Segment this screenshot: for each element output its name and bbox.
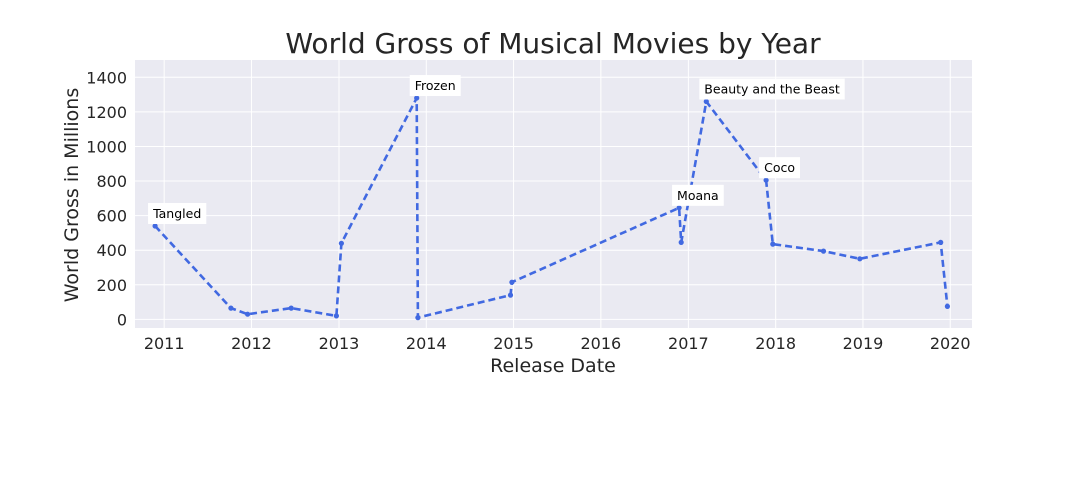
y-tick-label: 1400 <box>86 68 127 87</box>
annotation-box <box>672 184 724 206</box>
annotation: Beauty and the Beast <box>699 78 845 100</box>
data-point <box>770 241 776 247</box>
x-tick-label: 2013 <box>319 334 360 353</box>
data-point <box>820 248 827 254</box>
data-point <box>288 305 294 311</box>
x-tick-label: 2015 <box>493 334 534 353</box>
data-point <box>507 292 514 298</box>
data-point <box>228 305 234 311</box>
y-tick-label: 600 <box>96 207 127 226</box>
data-point <box>703 98 709 105</box>
data-point <box>857 256 863 262</box>
x-tick-label: 2020 <box>930 334 971 353</box>
annotation: Tangled <box>148 202 207 224</box>
y-tick-label: 800 <box>96 172 127 191</box>
y-axis-label: World Gross in Millions <box>61 88 83 303</box>
y-tick-labels: 0 200 400 600 800 1000 1200 1400 <box>86 68 127 329</box>
data-point <box>338 240 344 246</box>
data-point <box>415 315 421 321</box>
gridlines <box>135 60 972 328</box>
annotation-label: Frozen <box>415 78 456 93</box>
data-point <box>509 279 515 285</box>
annotation: Moana <box>672 184 724 206</box>
x-tick-label: 2016 <box>580 334 621 353</box>
data-point <box>414 95 420 101</box>
y-tick-label: 400 <box>96 241 127 260</box>
data-point <box>333 313 339 319</box>
x-tick-label: 2012 <box>231 334 272 353</box>
plot-area <box>135 60 972 328</box>
annotation-box <box>409 75 461 97</box>
annotation: Coco <box>759 157 800 179</box>
annotation-box <box>699 78 845 100</box>
data-point <box>938 239 944 245</box>
y-tick-label: 1200 <box>86 103 127 122</box>
y-tick-label: 200 <box>96 276 127 295</box>
annotation-label: Tangled <box>152 206 201 221</box>
x-axis-label: Release Date <box>490 355 616 377</box>
annotation: Frozen <box>409 75 461 97</box>
annotation-label: Coco <box>764 160 795 175</box>
annotation-box <box>148 202 207 224</box>
annotation-label: Beauty and the Beast <box>704 81 840 96</box>
y-tick-label: 1000 <box>86 137 127 156</box>
series-layer <box>152 95 951 321</box>
data-point <box>676 205 682 211</box>
data-point <box>245 311 251 317</box>
x-tick-label: 2011 <box>144 334 185 353</box>
data-point <box>678 239 684 245</box>
data-point <box>152 223 158 229</box>
data-point <box>763 177 769 183</box>
annotation-layer: Tangled Frozen Moana Beauty and the Beast Co… <box>148 75 845 224</box>
annotation-label: Moana <box>677 188 719 203</box>
annotation-box <box>759 157 800 179</box>
x-tick-label: 2017 <box>668 334 709 353</box>
x-tick-label: 2018 <box>755 334 796 353</box>
y-tick-label: 0 <box>117 310 127 329</box>
x-tick-label: 2019 <box>843 334 884 353</box>
data-point <box>944 303 951 309</box>
x-tick-labels: 2011 2012 2013 2014 2015 2016 2017 2018 2019 2020 <box>144 334 971 353</box>
chart-title: World Gross of Musical Movies by Year <box>285 27 821 60</box>
x-tick-label: 2014 <box>406 334 447 353</box>
